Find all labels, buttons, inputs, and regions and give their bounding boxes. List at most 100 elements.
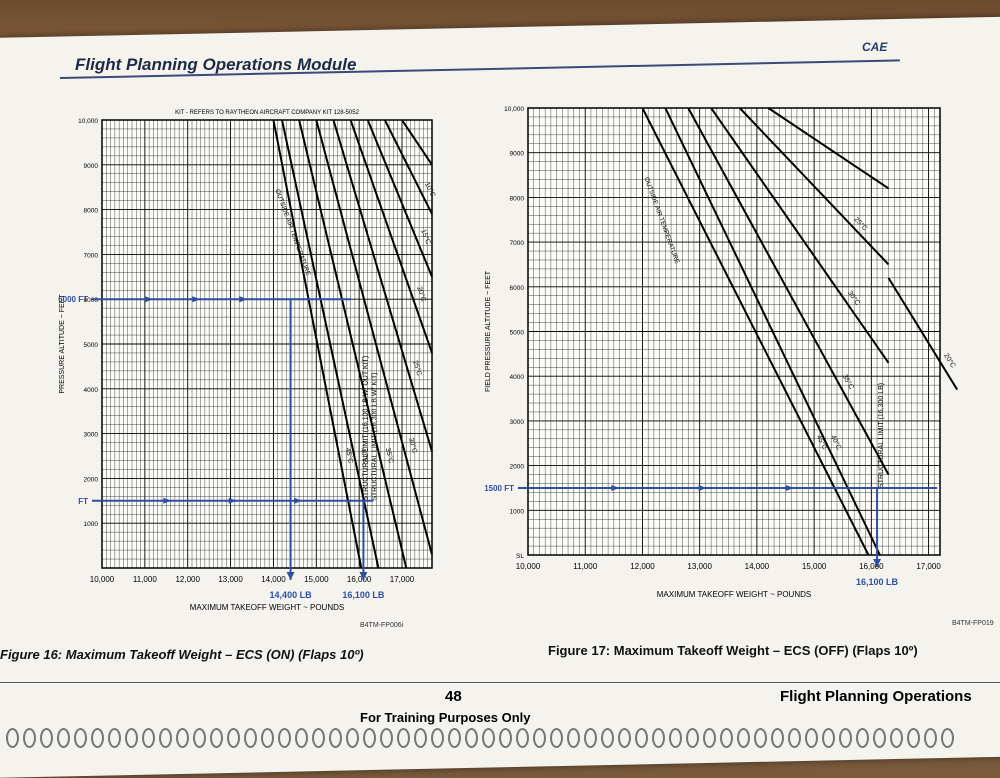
x-tick-label: 17,000 [390,575,415,584]
structural-limit-label: STRUCTURAL LIMIT (16,100 LB W/ OUT KIT) [363,356,370,501]
binding-ring [890,728,903,748]
example-direction-arrow [785,484,794,491]
binding-ring [533,728,546,748]
cae-logo: CAE [862,40,888,54]
example-direction-arrow [145,296,154,303]
y-tick-label: 10,000 [78,118,98,125]
binding-ring [788,728,801,748]
binding-ring [210,728,223,748]
binding-ring [295,728,308,748]
x-tick-label: 11,000 [573,562,597,571]
temperature-line [664,107,881,556]
example-arrow [286,572,295,580]
example-weight-label: 14,400 LB [270,590,313,600]
binding-ring [737,728,750,748]
y-tick-label: 6000 [510,285,525,292]
binding-ring [669,728,682,748]
binding-ring [686,728,699,748]
figure-16-code: B4TM-FP006i [360,622,404,629]
binding-ring [635,728,648,748]
module-title: Flight Planning Operations Module [75,55,357,74]
temperature-label: 40°C [359,447,370,464]
binding-ring [397,728,410,748]
spiral-binding [0,728,1000,750]
binding-ring [74,728,87,748]
figure-17-caption: Figure 17: Maximum Takeoff Weight – ECS … [548,643,918,658]
temperature-line [710,107,890,364]
x-tick-label: 14,000 [261,575,286,584]
binding-ring [652,728,665,748]
example-direction-arrow [698,484,707,491]
y-tick-label: 7000 [84,252,99,259]
chart-figure-17: 10,000 11,000 12,000 13,000 14,000 15,000 16,0… [484,106,959,599]
binding-ring [91,728,104,748]
temperature-line [272,119,363,569]
example-direction-arrow [611,484,620,491]
y-tick-label: 4000 [84,387,99,394]
binding-ring [465,728,478,748]
example-weight-label: 16,100 LB [856,577,899,587]
binding-ring [822,728,835,748]
temperature-line [738,107,890,266]
temperature-line [641,107,870,556]
binding-ring [363,728,376,748]
binding-ring [142,728,155,748]
x-tick-label: 15,000 [802,562,827,571]
binding-ring [907,728,920,748]
x-tick-label: 10,000 [516,562,541,571]
x-tick-label: 13,000 [687,562,712,571]
binding-ring [176,728,189,748]
binding-ring [856,728,869,748]
example-direction-arrow [228,497,237,504]
x-tick-label: 16,000 [859,562,884,571]
binding-ring [329,728,342,748]
binding-ring [754,728,767,748]
binding-ring [40,728,53,748]
binding-ring [346,728,359,748]
temperature-label: 20°C [942,352,957,370]
binding-ring [805,728,818,748]
binding-ring [244,728,257,748]
x-axis-label: MAXIMUM TAKEOFF WEIGHT ~ POUNDS [190,603,344,612]
x-tick-label: 12,000 [630,562,655,571]
y-tick-label: 9000 [84,163,99,170]
binding-ring [448,728,461,748]
example-arrow [873,559,882,567]
y-tick-label: 7000 [510,240,525,247]
y-tick-label: 5000 [84,342,99,349]
binding-ring [159,728,172,748]
binding-ring [227,728,240,748]
binding-ring [482,728,495,748]
structural-limit-label: STRUCTURAL LIMIT (16,300 LB) [878,383,885,488]
temperature-label: 30°C [407,437,419,454]
temperature-line [332,119,433,452]
training-note: For Training Purposes Only [360,710,531,725]
temperature-line [366,119,433,278]
binding-ring [873,728,886,748]
x-axis-label: MAXIMUM TAKEOFF WEIGHT ~ POUNDS [657,590,811,599]
x-tick-label: 13,000 [218,575,243,584]
x-tick-label: 11,000 [133,575,157,584]
binding-ring [414,728,427,748]
x-tick-label: 14,000 [745,562,770,571]
binding-ring [584,728,597,748]
temperature-line [767,107,890,190]
y-tick-label: 5000 [510,330,525,337]
temperature-label: 45°C [344,447,355,464]
temperature-line [687,107,890,476]
example-weight-label: 16,100 LB [342,590,385,600]
y-tick-label: 2000 [510,464,525,471]
example-direction-arrow [294,497,303,504]
binding-ring [771,728,784,748]
example-direction-arrow [163,497,172,504]
binding-ring [941,728,954,748]
y-tick-label: 3000 [84,432,99,439]
y-tick-label: 1000 [84,521,99,528]
binding-ring [312,728,325,748]
y-axis-label: PRESSURE ALTITUDE ~ FEET [59,294,66,394]
binding-ring [567,728,580,748]
binding-ring [601,728,614,748]
x-tick-label: 15,000 [304,575,329,584]
binding-ring [550,728,563,748]
temperature-line [383,119,433,215]
